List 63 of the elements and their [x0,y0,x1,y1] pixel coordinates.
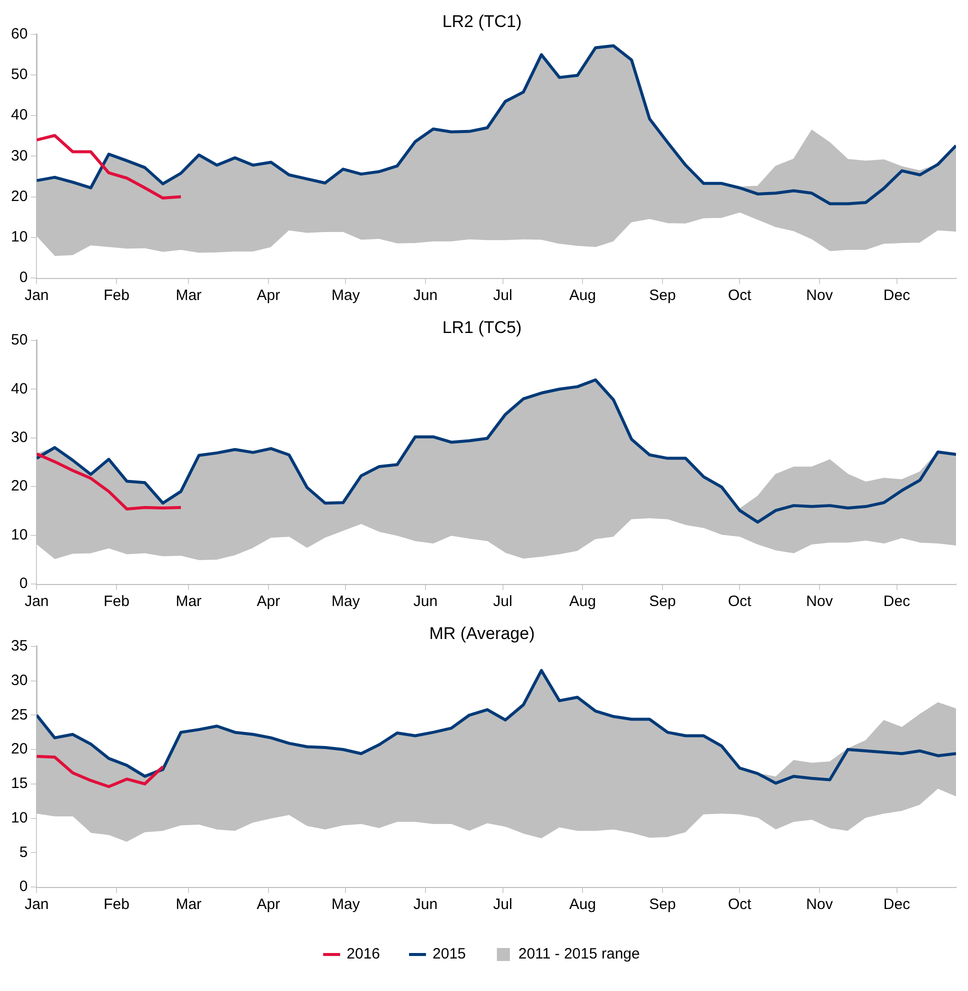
y-tick-label: 10 [10,228,28,246]
y-tick-label: 40 [10,106,28,124]
x-tick-label: May [332,896,360,914]
x-tick-label: Jan [24,896,49,914]
x-tick-label: Nov [806,287,834,304]
x-tick-label: May [332,593,360,610]
x-tick-label: Sep [649,896,676,914]
x-tick-label: Dec [883,593,911,610]
x-tick-label: Feb [104,593,130,610]
x-tick-label: Aug [569,896,596,914]
x-tick-label: Feb [104,896,130,914]
y-tick-label: 15 [10,775,28,792]
y-tick-label: 0 [19,269,28,286]
y-tick-label: 30 [10,147,28,164]
x-tick-label: Oct [728,896,752,914]
y-tick-label: 10 [10,526,28,544]
y-tick-label: 30 [10,672,28,689]
x-tick-label: Oct [728,593,752,610]
y-tick-label: 20 [10,478,28,495]
y-tick-label: 0 [19,575,28,592]
y-tick-label: 50 [10,66,28,84]
legend-label: 2015 [432,946,466,963]
x-tick-label: Nov [806,593,834,610]
chart-title: LR1 (TC5) [442,318,522,337]
y-tick-label: 20 [10,740,28,758]
y-tick-label: 60 [10,26,28,43]
x-tick-label: Mar [176,287,202,304]
y-tick-label: 50 [10,332,28,349]
y-tick-label: 40 [10,380,28,398]
x-tick-label: Jan [24,593,49,610]
chart-title: MR (Average) [429,624,535,643]
x-tick-label: Apr [256,896,280,914]
x-tick-label: Sep [649,593,676,610]
x-tick-label: Sep [649,287,676,304]
x-tick-label: Apr [256,287,280,304]
x-tick-label: Dec [883,896,911,914]
x-tick-label: Aug [569,593,596,610]
legend-label: 2011 - 2015 range [518,946,640,963]
x-tick-label: Oct [728,287,752,304]
y-tick-label: 0 [19,878,28,896]
chart-title: LR2 (TC1) [442,12,522,31]
x-tick-label: Mar [176,896,202,914]
y-tick-label: 5 [19,844,28,861]
x-tick-label: Dec [883,287,911,304]
x-tick-label: Jan [24,287,49,304]
y-tick-label: 10 [10,809,28,826]
x-tick-label: Apr [256,593,280,610]
x-tick-label: Jun [413,287,438,304]
x-tick-label: Jul [493,287,512,304]
y-tick-label: 20 [10,188,28,205]
x-tick-label: Jul [493,593,512,610]
x-tick-label: Jun [413,593,438,610]
x-tick-label: Aug [569,287,596,304]
y-tick-label: 25 [10,706,28,724]
legend-label: 2016 [346,946,380,963]
x-tick-label: Nov [806,896,834,914]
x-tick-label: Feb [104,287,130,304]
y-tick-label: 30 [10,428,28,446]
x-tick-label: May [332,287,360,304]
x-tick-label: Jul [493,896,512,914]
x-tick-label: Jun [413,896,438,914]
x-tick-label: Mar [176,593,202,610]
y-tick-label: 35 [10,638,28,655]
